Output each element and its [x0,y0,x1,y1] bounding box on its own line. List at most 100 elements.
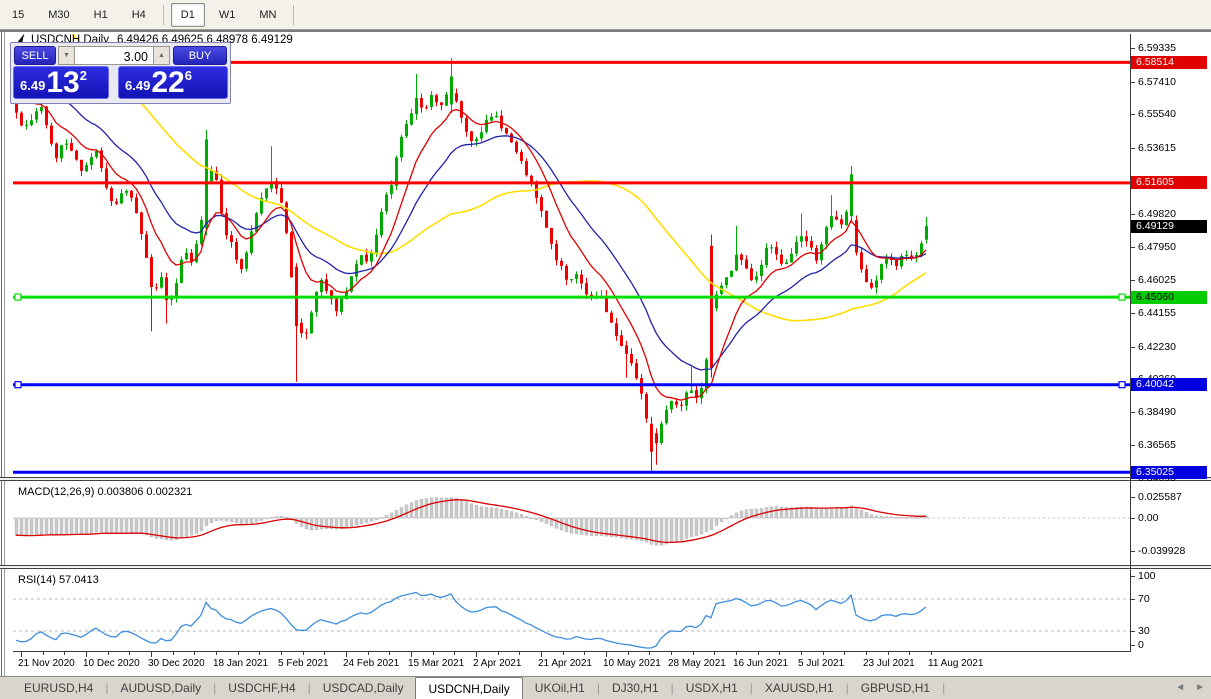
macd-tick-label: 0.00 [1138,512,1159,524]
date-tick [714,652,715,655]
buy-price-box[interactable]: 6.49 22 6 [118,66,228,99]
tab-scroll-right-button[interactable]: ► [1195,682,1205,693]
chart-tab-usdx[interactable]: USDX,H1 [685,681,738,695]
chart-tab-xauusd[interactable]: XAUUSD,H1 [764,681,834,695]
chart-tab-gbpusd[interactable]: GBPUSD,H1 [860,681,931,695]
chart-tab-audusd[interactable]: AUDUSD,Daily [120,681,202,695]
volume-increase-button[interactable]: ▲ [153,46,170,65]
timeframe-button-h4[interactable]: H4 [131,8,146,21]
sell-price-big: 13 [46,66,80,99]
sell-price-sup: 2 [79,68,87,83]
one-click-trading-panel: SELL ▼ ▲ BUY 6.49 13 2 6.49 22 6 [10,42,231,104]
price-tick-label: 6.59335 [1138,42,1176,54]
chart-tab-usdcad[interactable]: USDCAD,Daily [322,681,404,695]
sell-price-box[interactable]: 6.49 13 2 [13,66,109,99]
date-label: 30 Dec 2020 [148,658,205,669]
timeframe-button-15[interactable]: 15 [12,8,25,21]
date-tick [173,652,174,655]
date-tick [736,652,737,655]
price-tick-label: 6.57410 [1138,76,1176,88]
date-label: 21 Apr 2021 [538,658,592,669]
date-tick [151,652,152,657]
date-label: 10 May 2021 [603,658,661,669]
date-tick [108,652,109,655]
price-tick [1130,412,1135,413]
tab-scroll-left-button[interactable]: ◄ [1175,682,1186,693]
chart-tab-dj30[interactable]: DJ30,H1 [611,681,659,695]
price-badge-6.40042: 6.40042 [1131,378,1207,391]
price-axis-line [1130,34,1131,651]
date-tick [693,652,694,655]
date-tick [866,652,867,655]
trade-panel-top-row: SELL ▼ ▲ BUY [14,46,227,65]
date-tick [129,652,130,655]
tab-separator: | [307,681,311,695]
rsi-tick [1130,599,1135,600]
sell-price-prefix: 6.49 [20,78,46,93]
price-badge-6.45060: 6.45060 [1131,291,1207,304]
price-tick [1130,247,1135,248]
date-tick [194,652,195,655]
price-tick-label: 6.44155 [1138,307,1176,319]
date-label: 18 Jan 2021 [213,658,269,669]
rsi-chart-svg[interactable] [13,570,1130,651]
tab-separator: | [845,681,849,695]
main-chart-pane[interactable] [13,34,1130,477]
price-badge-6.51605: 6.51605 [1131,176,1207,189]
price-tick-label: 6.36565 [1138,439,1176,451]
date-tick [628,652,629,655]
macd-tick [1130,497,1135,498]
pane-separator-2[interactable] [0,565,1211,569]
chart-tab-usdcnh[interactable]: USDCNH,Daily [415,677,523,699]
price-tick [1130,313,1135,314]
date-tick [909,652,910,655]
date-tick [86,652,87,657]
date-tick [519,652,520,655]
price-tick-label: 6.38490 [1138,406,1176,418]
date-tick [888,652,889,655]
macd-name: MACD(12,26,9) [18,486,95,498]
rsi-tick-label: 0 [1138,639,1144,651]
sell-button[interactable]: SELL [14,46,56,65]
price-tick-label: 6.55540 [1138,108,1176,120]
timeframe-button-mn[interactable]: MN [259,8,277,21]
chart-tab-eurusd[interactable]: EURUSD,H4 [24,681,94,695]
date-tick [649,652,650,655]
date-label: 2 Apr 2021 [473,658,522,669]
macd-chart-svg[interactable] [13,482,1130,565]
date-tick [324,652,325,655]
price-tick [1130,214,1135,215]
timeframe-button-h1[interactable]: H1 [93,8,108,21]
rsi-tick-label: 100 [1138,570,1156,582]
date-tick [238,652,239,655]
price-tick-label: 6.49820 [1138,208,1176,220]
rsi-pane[interactable] [13,570,1130,651]
timeframe-toolbar: 15 M30 H1 H4 D1 W1 MN [0,0,1211,30]
tab-separator: | [670,681,674,695]
rsi-name: RSI(14) [18,574,56,586]
date-label: 5 Jul 2021 [798,658,845,669]
macd-pane[interactable] [13,482,1130,565]
date-tick [43,652,44,655]
chart-tab-ukoil[interactable]: UKOil,H1 [534,681,585,695]
date-tick [931,652,932,655]
date-label: 23 Jul 2021 [863,658,915,669]
timeframe-button-w1[interactable]: W1 [218,8,236,21]
chart-tab-usdchf[interactable]: USDCHF,H4 [228,681,296,695]
buy-button[interactable]: BUY [173,46,227,65]
date-tick [498,652,499,655]
price-badge-6.35025: 6.35025 [1131,466,1207,479]
timeframe-button-m30[interactable]: M30 [48,8,70,21]
price-tick [1130,48,1135,49]
date-tick [758,652,759,655]
tab-scroll-arrows: ◄ ► [1175,682,1205,694]
date-tick [476,652,477,657]
date-tick [411,652,412,657]
date-tick [281,652,282,655]
timeframe-button-d1[interactable]: D1 [170,2,205,27]
pane-separator-1[interactable] [0,477,1211,481]
macd-tick [1130,518,1135,519]
tab-separator: | [213,681,217,695]
volume-decrease-button[interactable]: ▼ [58,46,75,65]
volume-input[interactable] [75,46,153,65]
